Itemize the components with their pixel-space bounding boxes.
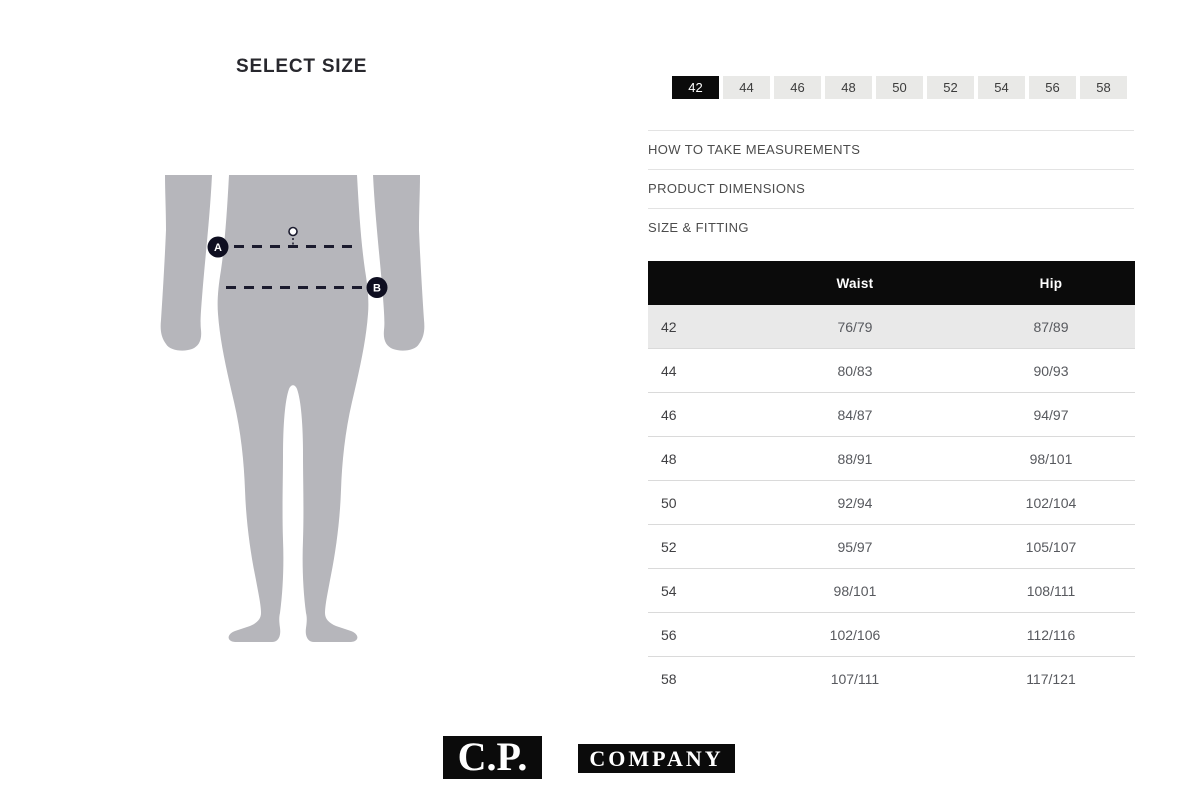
- cell-size: 42: [648, 305, 743, 349]
- page-title: SELECT SIZE: [236, 56, 368, 77]
- cell-waist: 80/83: [742, 348, 967, 393]
- cell-hip: 105/107: [966, 524, 1135, 569]
- size-option-48[interactable]: 48: [825, 76, 872, 99]
- header-waist: Waist: [742, 261, 967, 305]
- cell-hip: 108/111: [966, 568, 1135, 613]
- cp-logo-text: C.P.: [457, 734, 528, 779]
- size-table-row-46: 46 84/87 94/97: [648, 392, 1135, 437]
- size-table-row-44: 44 80/83 90/93: [648, 348, 1135, 393]
- cell-waist: 107/111: [742, 656, 967, 700]
- company-logo-block: COMPANY: [578, 744, 735, 773]
- cell-waist: 95/97: [742, 524, 967, 569]
- size-table-header-row: Waist Hip: [648, 261, 1135, 305]
- size-table-row-48: 48 88/91 98/101: [648, 436, 1135, 481]
- size-table: Waist Hip 42 76/79 87/89 44 80/83 90/93 46 84/8…: [648, 261, 1135, 700]
- size-option-50[interactable]: 50: [876, 76, 923, 99]
- size-table-row-50: 50 92/94 102/104: [648, 480, 1135, 525]
- size-option-58[interactable]: 58: [1080, 76, 1127, 99]
- size-option-44[interactable]: 44: [723, 76, 770, 99]
- cell-hip: 112/116: [966, 612, 1135, 657]
- size-table-body: 42 76/79 87/89 44 80/83 90/93 46 84/87 94/97 48 88…: [648, 305, 1135, 700]
- marker-b-badge: B: [366, 277, 388, 298]
- cell-size: 44: [648, 348, 743, 393]
- cell-waist: 76/79: [742, 305, 967, 349]
- header-size-column: [648, 261, 743, 305]
- right-arm: [373, 175, 425, 351]
- body-measurement-diagram: A B: [145, 173, 425, 643]
- cell-hip: 90/93: [966, 348, 1135, 393]
- cell-waist: 102/106: [742, 612, 967, 657]
- cell-size: 48: [648, 436, 743, 481]
- size-table-row-42: 42 76/79 87/89: [648, 305, 1135, 349]
- company-logo-text: COMPANY: [589, 746, 724, 771]
- size-option-42[interactable]: 42: [672, 76, 719, 99]
- cell-hip: 94/97: [966, 392, 1135, 437]
- cell-hip: 117/121: [966, 656, 1135, 700]
- size-option-46[interactable]: 46: [774, 76, 821, 99]
- accordion-item-how-to-take-measurements[interactable]: HOW TO TAKE MEASUREMENTS: [648, 130, 1134, 169]
- cell-size: 50: [648, 480, 743, 525]
- size-option-52[interactable]: 52: [927, 76, 974, 99]
- marker-a-label: A: [214, 242, 222, 254]
- cell-waist: 92/94: [742, 480, 967, 525]
- cell-waist: 88/91: [742, 436, 967, 481]
- cell-waist: 84/87: [742, 392, 967, 437]
- size-options: 42 44 46 48 50 52 54 56 58: [672, 76, 1127, 99]
- cell-hip: 98/101: [966, 436, 1135, 481]
- body-silhouette-svg: A B: [160, 175, 425, 642]
- accordion-item-product-dimensions[interactable]: PRODUCT DIMENSIONS: [648, 169, 1134, 208]
- cell-hip: 102/104: [966, 480, 1135, 525]
- size-option-54[interactable]: 54: [978, 76, 1025, 99]
- left-arm: [160, 175, 212, 351]
- cell-size: 56: [648, 612, 743, 657]
- cell-size: 46: [648, 392, 743, 437]
- size-table-row-58: 58 107/111 117/121: [648, 656, 1135, 700]
- header-hip: Hip: [966, 261, 1135, 305]
- cell-size: 52: [648, 524, 743, 569]
- cell-size: 58: [648, 656, 743, 700]
- cell-size: 54: [648, 568, 743, 613]
- info-accordion: HOW TO TAKE MEASUREMENTS PRODUCT DIMENSIO…: [648, 130, 1134, 247]
- cell-hip: 87/89: [966, 305, 1135, 349]
- marker-a-badge: A: [207, 236, 229, 258]
- size-table-row-52: 52 95/97 105/107: [648, 524, 1135, 569]
- size-table-row-56: 56 102/106 112/116: [648, 612, 1135, 657]
- accordion-item-size-fitting[interactable]: SIZE & FITTING: [648, 208, 1134, 247]
- cp-logo-block: C.P.: [443, 736, 542, 779]
- size-option-56[interactable]: 56: [1029, 76, 1076, 99]
- size-table-row-54: 54 98/101 108/111: [648, 568, 1135, 613]
- marker-b-label: B: [373, 283, 381, 295]
- body-silhouette: [217, 175, 369, 642]
- cell-waist: 98/101: [742, 568, 967, 613]
- navel-icon: [288, 226, 298, 237]
